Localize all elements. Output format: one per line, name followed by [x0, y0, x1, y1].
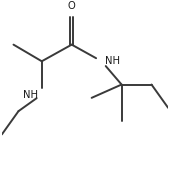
Text: NH: NH [105, 56, 120, 66]
Text: NH: NH [23, 89, 38, 100]
Text: O: O [68, 1, 76, 11]
